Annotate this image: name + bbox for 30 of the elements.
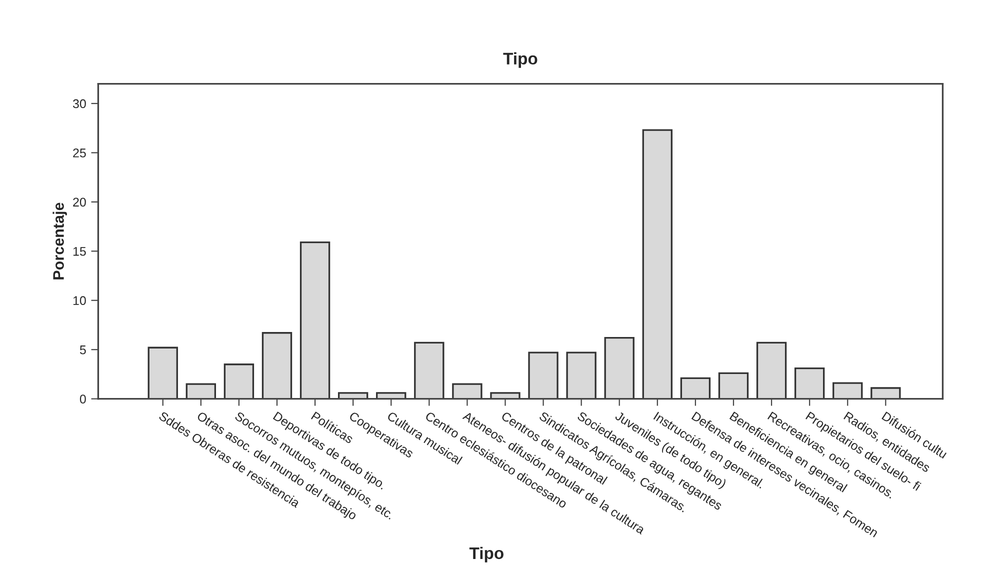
bar [756, 342, 787, 399]
bar [528, 352, 558, 399]
y-tick-label: 20 [73, 198, 86, 207]
x-axis-title: Tipo [469, 546, 504, 562]
bar [718, 372, 749, 399]
y-tick-label: 10 [73, 296, 86, 306]
y-tick-label: 15 [73, 247, 86, 256]
y-tick-label: 0 [80, 394, 86, 404]
bar [794, 367, 825, 399]
bar [300, 241, 330, 399]
bar [262, 332, 292, 399]
bar [338, 392, 368, 399]
y-tick-label: 25 [73, 148, 86, 158]
bar [642, 129, 673, 399]
bar [870, 387, 901, 399]
bar [376, 392, 406, 399]
y-tick-label: 30 [72, 99, 86, 108]
bar [566, 352, 596, 399]
bar [452, 383, 482, 399]
bar [490, 392, 520, 399]
y-axis-title: Porcentaje [52, 202, 67, 280]
bar [148, 346, 178, 399]
bar [604, 336, 634, 399]
bar [414, 342, 444, 399]
bar [680, 377, 711, 399]
bar [224, 364, 254, 399]
chart-title: Tipo [503, 52, 538, 68]
y-tick-label: 5 [80, 346, 86, 354]
bar [186, 383, 216, 399]
bar [832, 382, 863, 399]
